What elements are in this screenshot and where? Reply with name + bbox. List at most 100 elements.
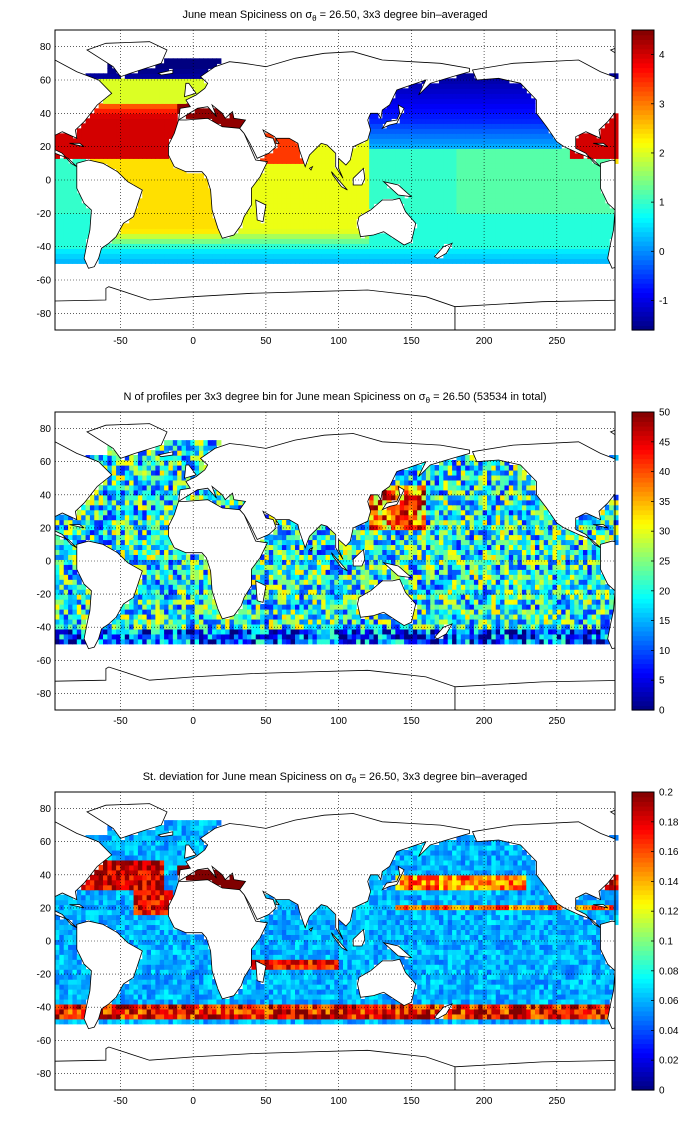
heatmap-cell <box>417 138 422 144</box>
heatmap-cell <box>251 223 256 229</box>
heatmap-cell <box>182 203 187 209</box>
heatmap-cell <box>587 604 592 610</box>
heatmap-cell <box>155 574 160 580</box>
heatmap-cell <box>456 238 461 244</box>
heatmap-cell <box>500 233 505 239</box>
heatmap-cell <box>125 258 130 264</box>
heatmap-cell <box>452 258 457 264</box>
heatmap-cell <box>548 203 553 209</box>
heatmap-cell <box>304 604 309 610</box>
heatmap-cell <box>208 604 213 610</box>
heatmap-cell <box>535 213 540 219</box>
heatmap-cell <box>295 579 300 585</box>
heatmap-cell <box>129 248 134 254</box>
heatmap-cell <box>548 188 553 194</box>
heatmap-cell <box>435 163 440 169</box>
heatmap-cell <box>561 579 566 585</box>
heatmap-cell <box>142 243 147 249</box>
heatmap-cell <box>282 624 287 630</box>
heatmap-cell <box>609 148 614 154</box>
heatmap-cell <box>77 579 82 585</box>
colorbar-segment <box>632 180 654 185</box>
heatmap-cell <box>378 243 383 249</box>
heatmap-cell <box>199 584 204 590</box>
heatmap-cell <box>518 634 523 640</box>
heatmap-cell <box>483 203 488 209</box>
heatmap-cell <box>286 253 291 259</box>
heatmap-cell <box>579 599 584 605</box>
heatmap-cell <box>417 143 422 149</box>
heatmap-cell <box>260 223 265 229</box>
heatmap-cell <box>430 223 435 229</box>
heatmap-cell <box>465 158 470 164</box>
heatmap-cell <box>387 148 392 154</box>
heatmap-cell <box>147 233 152 239</box>
heatmap-cell <box>496 193 501 199</box>
heatmap-cell <box>504 223 509 229</box>
heatmap-cell <box>579 168 584 174</box>
heatmap-cell <box>134 128 139 134</box>
heatmap-cell <box>195 58 200 64</box>
heatmap-cell <box>151 233 156 239</box>
heatmap-cell <box>583 609 588 615</box>
heatmap-cell <box>408 148 413 154</box>
heatmap-cell <box>64 629 69 635</box>
heatmap-cell <box>321 158 326 164</box>
heatmap-cell <box>247 233 252 239</box>
heatmap-cell <box>68 148 73 154</box>
heatmap-cell <box>142 138 147 144</box>
heatmap-cell <box>312 198 317 204</box>
heatmap-cell <box>570 218 575 224</box>
heatmap-cell <box>256 188 261 194</box>
heatmap-cell <box>504 183 509 189</box>
heatmap-cell <box>190 574 195 580</box>
heatmap-cell <box>186 594 191 600</box>
heatmap-cell <box>299 599 304 605</box>
heatmap-cell <box>544 178 549 184</box>
heatmap-cell <box>190 233 195 239</box>
heatmap-cell <box>81 243 86 249</box>
heatmap-cell <box>526 163 531 169</box>
heatmap-cell <box>408 634 413 640</box>
heatmap-cell <box>374 253 379 259</box>
heatmap-cell <box>278 629 283 635</box>
heatmap-cell <box>456 594 461 600</box>
heatmap-cell <box>173 594 178 600</box>
heatmap-cell <box>282 168 287 174</box>
heatmap-cell <box>81 148 86 154</box>
heatmap-cell <box>365 253 370 259</box>
heatmap-cell <box>509 133 514 139</box>
heatmap-cell <box>138 83 143 89</box>
heatmap-cell <box>326 584 331 590</box>
heatmap-cell <box>81 218 86 224</box>
heatmap-cell <box>483 128 488 134</box>
heatmap-cell <box>609 123 614 129</box>
heatmap-cell <box>522 173 527 179</box>
heatmap-cell <box>561 253 566 259</box>
heatmap-cell <box>561 258 566 264</box>
heatmap-cell <box>566 213 571 219</box>
heatmap-cell <box>269 614 274 620</box>
heatmap-cell <box>478 624 483 630</box>
heatmap-cell <box>518 188 523 194</box>
heatmap-cell <box>269 248 274 254</box>
heatmap-cell <box>470 228 475 234</box>
heatmap-cell <box>173 183 178 189</box>
heatmap-cell <box>321 218 326 224</box>
heatmap-cell <box>513 188 518 194</box>
heatmap-cell <box>452 183 457 189</box>
heatmap-cell <box>426 223 431 229</box>
heatmap-cell <box>518 594 523 600</box>
heatmap-cell <box>203 228 208 234</box>
heatmap-cell <box>470 183 475 189</box>
heatmap-cell <box>107 123 112 129</box>
heatmap-cell <box>413 213 418 219</box>
heatmap-cell <box>168 168 173 174</box>
heatmap-cell <box>391 634 396 640</box>
heatmap-cell <box>212 629 217 635</box>
heatmap-cell <box>470 138 475 144</box>
heatmap-cell <box>125 118 130 124</box>
heatmap-cell <box>225 118 230 124</box>
heatmap-cell <box>142 123 147 129</box>
heatmap-cell <box>216 619 221 625</box>
